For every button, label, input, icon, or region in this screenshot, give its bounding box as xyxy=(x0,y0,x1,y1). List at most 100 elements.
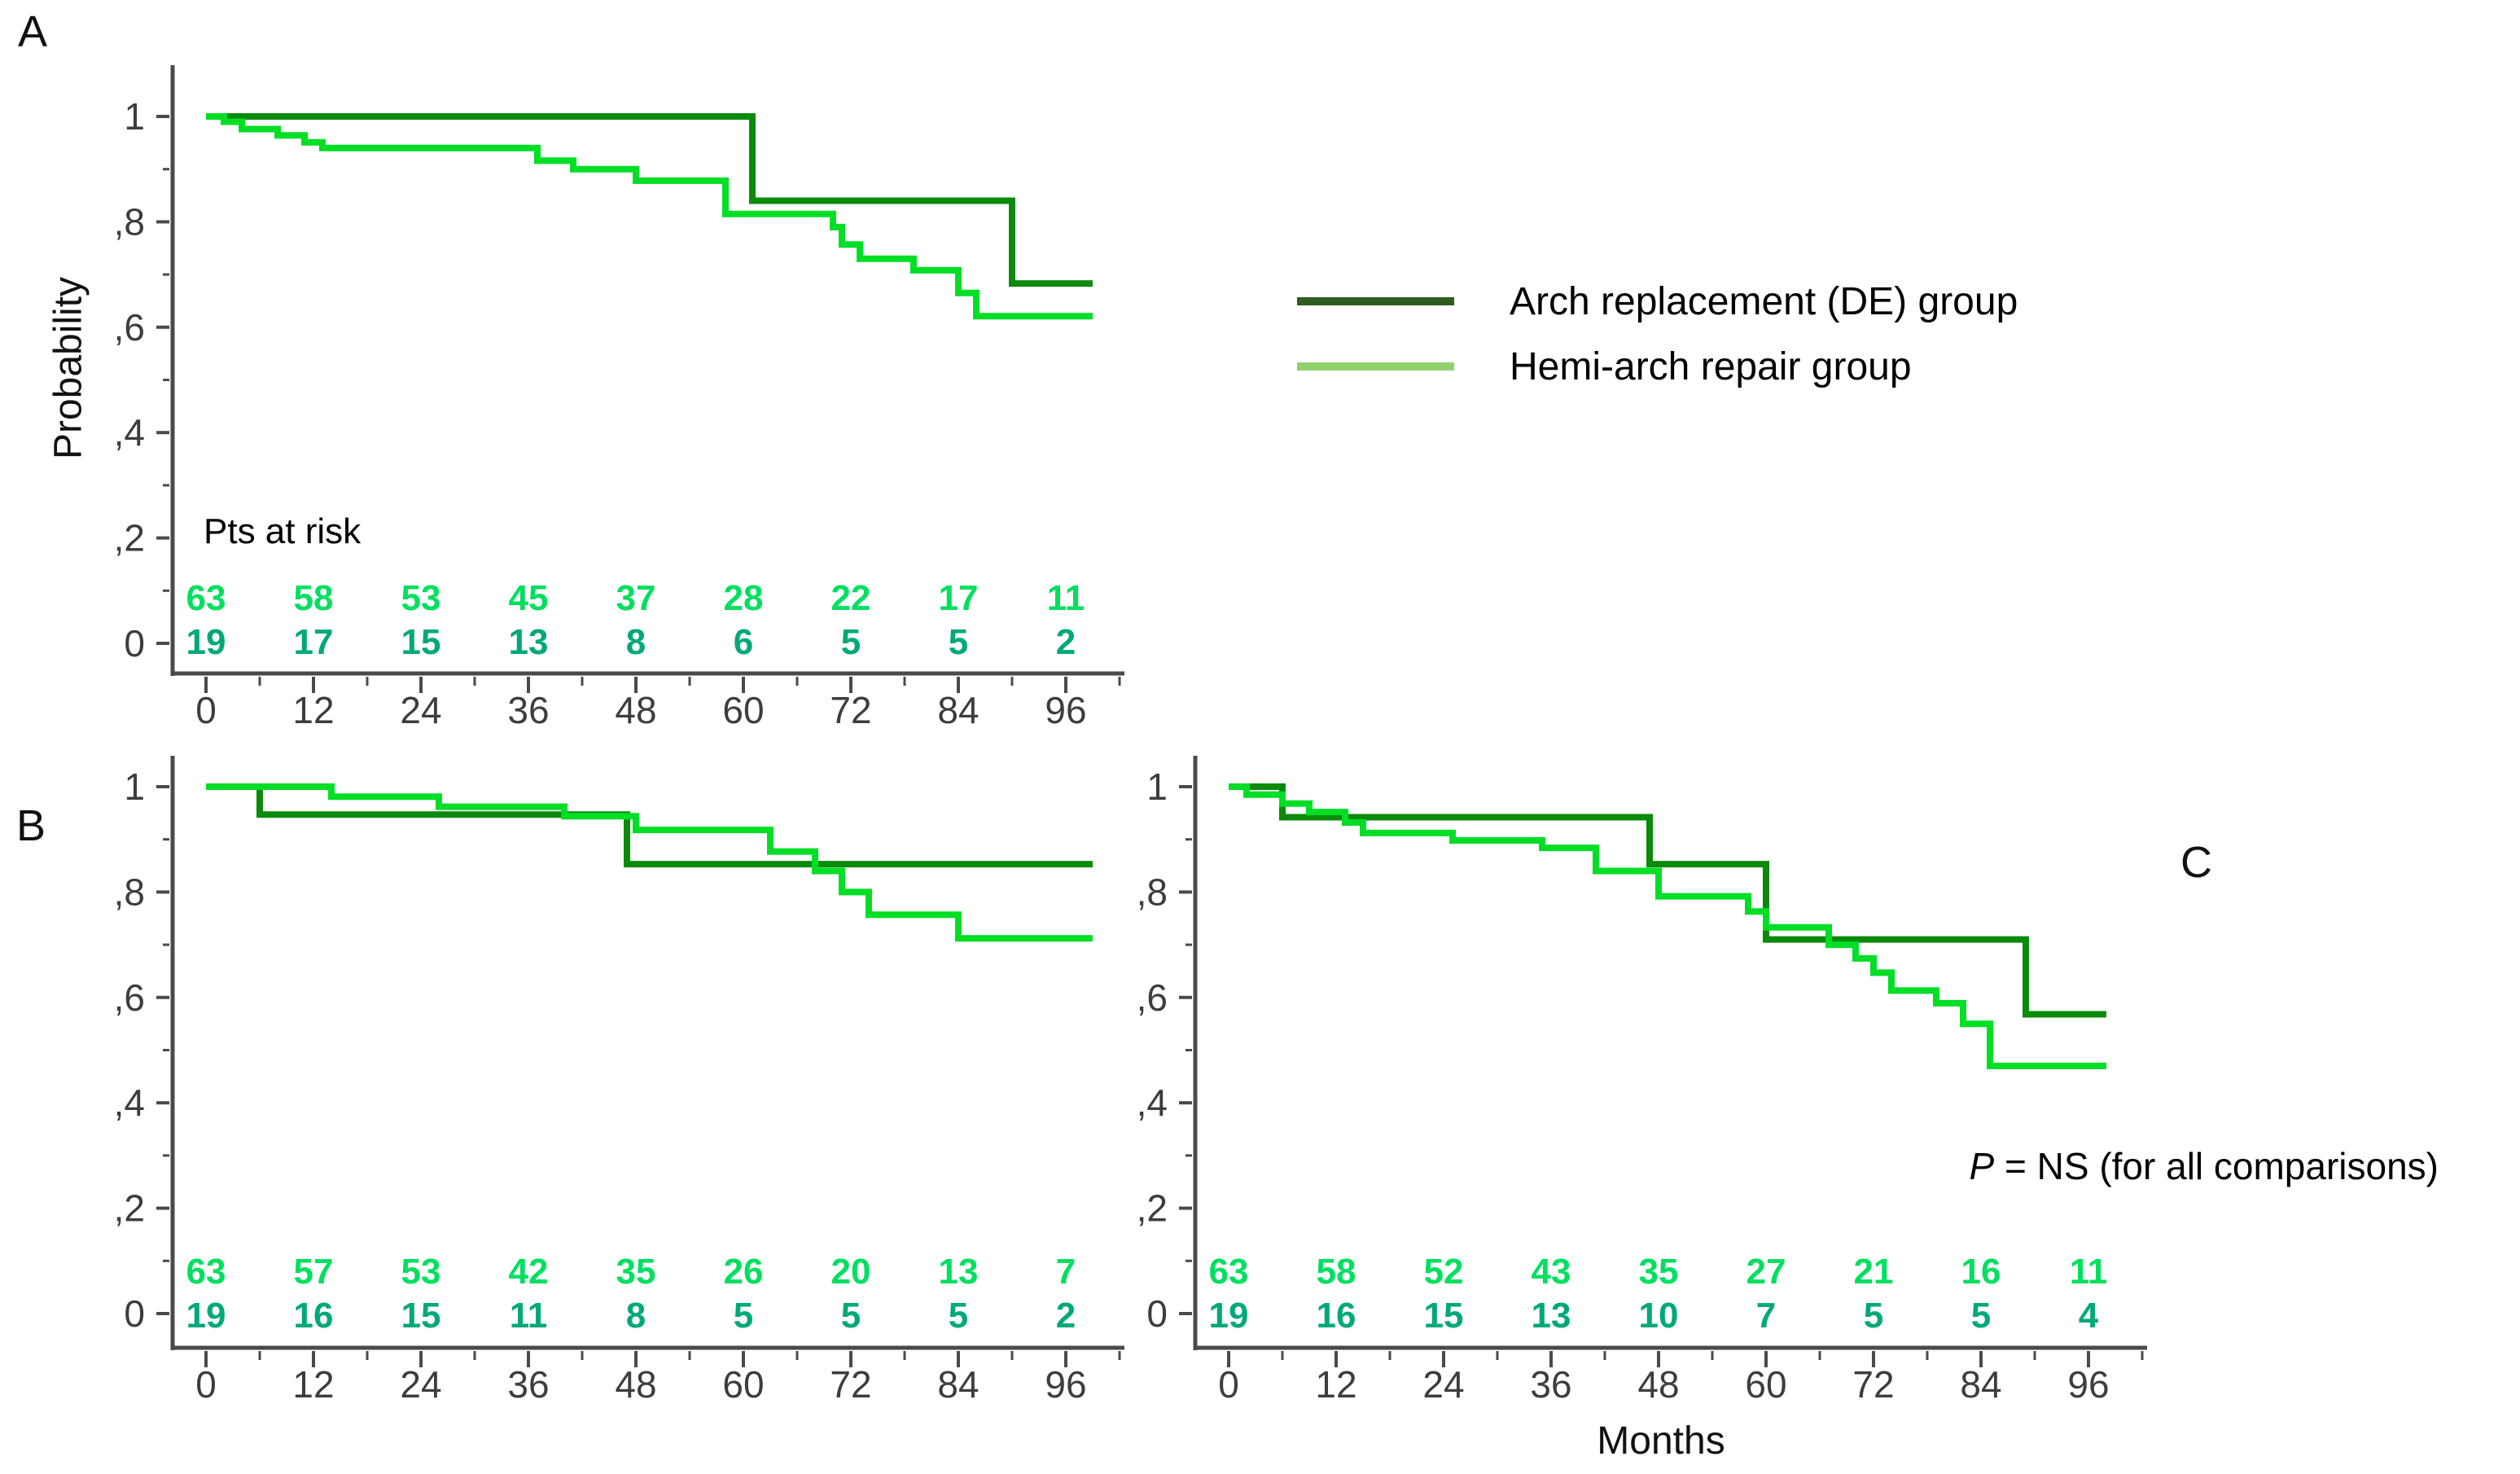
at-risk-count: 7 xyxy=(1756,1296,1776,1336)
x-tick-label: 84 xyxy=(937,1363,979,1406)
at-risk-count: 5 xyxy=(841,622,861,662)
km-curve-hemi-arch xyxy=(1229,783,2106,1069)
legend-line-swatch-light-green xyxy=(1297,362,1454,371)
at-risk-count: 5 xyxy=(1864,1296,1883,1336)
at-risk-count: 17 xyxy=(294,622,334,662)
y-axis-title: Probability xyxy=(46,276,90,460)
y-tick-label: 1 xyxy=(124,95,145,138)
at-risk-count: 37 xyxy=(616,578,656,618)
y-tick-label: ,4 xyxy=(114,411,145,454)
y-tick-label: 1 xyxy=(1146,766,1168,808)
panel-a-label: A xyxy=(18,7,48,56)
y-tick-label: 1 xyxy=(124,766,145,808)
at-risk-count: 15 xyxy=(401,1296,441,1336)
at-risk-count: 5 xyxy=(949,622,968,662)
y-tick-label: 0 xyxy=(124,622,145,665)
legend-label: Hemi-arch repair group xyxy=(1510,344,1912,388)
x-tick-label: 0 xyxy=(195,1363,217,1406)
at-risk-count: 53 xyxy=(401,1252,441,1292)
km-curve-hemi-arch xyxy=(206,113,1093,320)
at-risk-count: 21 xyxy=(1854,1252,1894,1292)
x-tick-label: 84 xyxy=(1960,1363,2001,1406)
y-tick-label: ,6 xyxy=(114,306,145,349)
x-tick-label: 96 xyxy=(1045,1363,1086,1406)
legend-item-arch-replacement: Arch replacement (DE) group xyxy=(1297,269,2018,334)
y-tick-label: ,8 xyxy=(114,871,145,913)
y-tick-label: ,8 xyxy=(114,200,145,243)
at-risk-count: 20 xyxy=(831,1252,871,1292)
y-tick-label: ,2 xyxy=(114,517,145,559)
at-risk-count: 19 xyxy=(186,622,226,662)
at-risk-count: 11 xyxy=(510,1296,548,1336)
p-value-annotation: P = NS (for all comparisons) xyxy=(1970,1144,2439,1188)
at-risk-count: 13 xyxy=(1532,1296,1571,1336)
x-tick-label: 60 xyxy=(722,689,764,731)
at-risk-count: 5 xyxy=(1971,1296,1991,1336)
at-risk-count: 13 xyxy=(939,1252,979,1292)
at-risk-count: 43 xyxy=(1532,1252,1571,1292)
at-risk-count: 57 xyxy=(294,1252,334,1292)
y-tick-label: ,4 xyxy=(114,1081,145,1124)
at-risk-count: 16 xyxy=(1317,1296,1356,1336)
at-risk-count: 6 xyxy=(734,622,753,662)
at-risk-count: 45 xyxy=(509,578,549,618)
at-risk-count: 19 xyxy=(1209,1296,1249,1336)
at-risk-count: 13 xyxy=(509,622,549,662)
km-curve-hemi-arch xyxy=(206,783,1093,942)
x-tick-label: 48 xyxy=(1637,1363,1679,1406)
legend: Arch replacement (DE) group Hemi-arch re… xyxy=(1297,269,2018,399)
panel-b-label: B xyxy=(16,801,46,850)
at-risk-count: 15 xyxy=(401,622,441,662)
panel-C: 1 ,8 ,6 ,4 ,2 0 0 12 24 36 48 60 72 84 96 63 58 52 43 35 27 2… xyxy=(1137,756,2147,1406)
at-risk-count: 15 xyxy=(1424,1296,1464,1336)
x-tick-label: 36 xyxy=(507,1363,549,1406)
x-tick-label: 24 xyxy=(400,1363,441,1406)
y-tick-label: ,4 xyxy=(1137,1081,1168,1124)
at-risk-count: 26 xyxy=(724,1252,764,1292)
at-risk-count: 4 xyxy=(2079,1296,2099,1336)
p-symbol: P xyxy=(1969,1145,1995,1187)
at-risk-count: 52 xyxy=(1424,1252,1464,1292)
at-risk-count: 11 xyxy=(2070,1252,2108,1292)
at-risk-count: 22 xyxy=(831,578,871,618)
x-tick-label: 12 xyxy=(292,1363,334,1406)
at-risk-count: 16 xyxy=(294,1296,334,1336)
x-tick-label: 96 xyxy=(2067,1363,2109,1406)
at-risk-count: 63 xyxy=(186,578,226,618)
at-risk-count: 5 xyxy=(949,1296,968,1336)
x-tick-label: 0 xyxy=(195,689,217,731)
at-risk-count: 10 xyxy=(1639,1296,1679,1336)
x-tick-label: 36 xyxy=(507,689,549,731)
x-tick-label: 60 xyxy=(722,1363,764,1406)
km-curve-arch-replacement xyxy=(206,113,1093,287)
panel-c-label: C xyxy=(2180,838,2212,887)
legend-line-swatch-dark-green xyxy=(1297,297,1454,305)
at-risk-count: 27 xyxy=(1746,1252,1786,1292)
y-tick-label: 0 xyxy=(1146,1292,1168,1335)
x-tick-label: 12 xyxy=(1315,1363,1356,1406)
at-risk-count: 11 xyxy=(1047,578,1085,618)
x-tick-label: 24 xyxy=(400,689,441,731)
at-risk-count: 8 xyxy=(626,1296,646,1336)
legend-item-hemi-arch: Hemi-arch repair group xyxy=(1297,334,2018,399)
at-risk-count: 19 xyxy=(186,1296,226,1336)
at-risk-count: 5 xyxy=(734,1296,753,1336)
x-tick-label: 24 xyxy=(1422,1363,1464,1406)
at-risk-count: 63 xyxy=(1209,1252,1249,1292)
y-tick-label: 0 xyxy=(124,1292,145,1335)
x-tick-label: 48 xyxy=(615,1363,656,1406)
x-tick-label: 48 xyxy=(615,689,656,731)
at-risk-count: 58 xyxy=(1317,1252,1356,1292)
at-risk-count: 16 xyxy=(1961,1252,2001,1292)
at-risk-count: 8 xyxy=(626,622,646,662)
at-risk-count: 28 xyxy=(724,578,764,618)
y-tick-label: ,6 xyxy=(1137,976,1168,1019)
at-risk-count: 42 xyxy=(509,1252,549,1292)
y-tick-label: ,2 xyxy=(1137,1187,1168,1230)
legend-label: Arch replacement (DE) group xyxy=(1510,279,2018,323)
x-tick-label: 72 xyxy=(830,1363,871,1406)
y-tick-label: ,6 xyxy=(114,976,145,1019)
